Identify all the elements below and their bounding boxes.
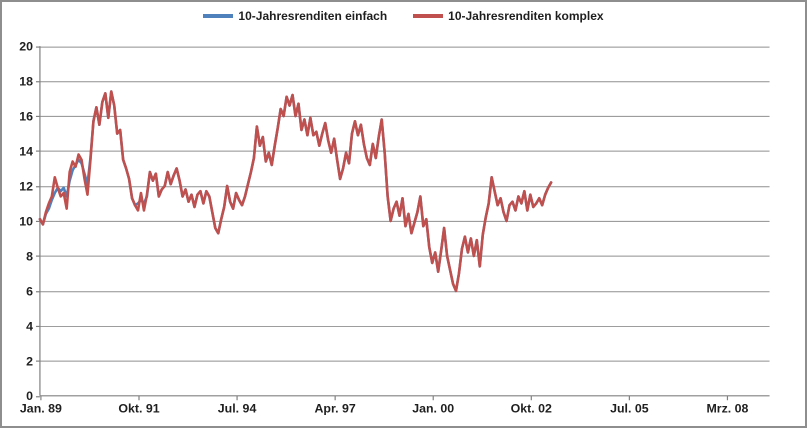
legend-item-komplex[interactable]: 10-Jahresrenditen komplex	[413, 9, 604, 23]
legend-item-einfach[interactable]: 10-Jahresrenditen einfach	[203, 9, 387, 23]
y-axis-label: 4	[26, 319, 33, 333]
y-axis-label: 0	[26, 389, 33, 403]
x-axis-label: Okt. 91	[118, 402, 159, 416]
x-axis-label: Okt. 02	[511, 402, 552, 416]
y-axis-label: 8	[26, 249, 33, 263]
y-axis-label: 14	[19, 144, 33, 158]
x-axis-label: Jul. 94	[218, 402, 257, 416]
y-axis-label: 10	[19, 214, 33, 228]
x-axis-label: Jan. 89	[20, 402, 62, 416]
x-axis-label: Jul. 05	[610, 402, 649, 416]
y-axis-label: 16	[19, 109, 33, 123]
legend-line-swatch	[203, 14, 234, 18]
chart-legend: 10-Jahresrenditen einfach 10-Jahresrendit…	[2, 9, 805, 23]
x-axis-label: Mrz. 08	[706, 402, 748, 416]
legend-label: 10-Jahresrenditen einfach	[238, 9, 388, 23]
legend-label: 10-Jahresrenditen komplex	[448, 9, 604, 23]
x-axis-label: Apr. 97	[315, 402, 356, 416]
y-axis-label: 6	[26, 284, 33, 298]
x-axis-label: Jan. 00	[412, 402, 454, 416]
y-axis-label: 20	[19, 40, 33, 54]
y-axis-label: 2	[26, 354, 33, 368]
legend-line-swatch	[413, 14, 444, 18]
y-axis-label: 12	[19, 179, 33, 193]
y-axis-label: 18	[19, 75, 33, 89]
series-line-komplex	[38, 90, 553, 293]
